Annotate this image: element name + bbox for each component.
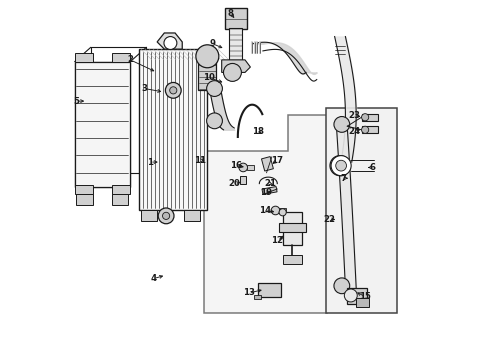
- Bar: [262, 157, 273, 171]
- Circle shape: [330, 156, 350, 176]
- Text: 9: 9: [210, 39, 216, 48]
- Bar: [240, 176, 246, 184]
- Text: 19: 19: [261, 188, 272, 197]
- Bar: [112, 53, 130, 62]
- Circle shape: [163, 212, 170, 220]
- Bar: [362, 114, 378, 121]
- Bar: [184, 211, 200, 221]
- Text: 5: 5: [74, 96, 79, 105]
- Bar: [258, 283, 281, 297]
- Polygon shape: [204, 116, 327, 313]
- Text: 13: 13: [243, 288, 255, 297]
- Circle shape: [334, 278, 350, 294]
- Text: 18: 18: [251, 127, 264, 136]
- Bar: [347, 288, 367, 304]
- Bar: [139, 49, 207, 211]
- Bar: [74, 53, 93, 62]
- Bar: [225, 8, 247, 30]
- Text: 7: 7: [341, 174, 347, 183]
- Circle shape: [164, 37, 177, 49]
- Text: 22: 22: [323, 215, 335, 224]
- Circle shape: [279, 209, 286, 216]
- Polygon shape: [221, 60, 250, 72]
- Bar: [254, 295, 261, 299]
- Circle shape: [336, 160, 346, 171]
- Polygon shape: [157, 33, 182, 49]
- Bar: [141, 211, 157, 221]
- Bar: [262, 186, 277, 194]
- Text: 2: 2: [127, 55, 133, 64]
- Circle shape: [344, 289, 357, 302]
- Text: 24: 24: [348, 127, 361, 136]
- Bar: [74, 62, 130, 187]
- Circle shape: [362, 114, 368, 121]
- Circle shape: [331, 156, 351, 176]
- Bar: [279, 223, 306, 232]
- Text: 6: 6: [369, 163, 375, 172]
- Text: 23: 23: [348, 111, 360, 120]
- Text: 15: 15: [359, 292, 371, 301]
- Bar: [198, 62, 216, 90]
- Circle shape: [362, 126, 368, 134]
- Text: 10: 10: [203, 73, 215, 82]
- Text: 12: 12: [271, 237, 283, 246]
- Bar: [229, 28, 243, 60]
- Circle shape: [223, 63, 242, 81]
- Bar: [326, 108, 397, 313]
- Text: 8: 8: [228, 9, 234, 18]
- Text: 4: 4: [150, 274, 157, 283]
- Bar: [356, 298, 368, 307]
- Bar: [74, 185, 93, 194]
- Text: 11: 11: [194, 156, 206, 165]
- Bar: [112, 185, 130, 194]
- Text: 21: 21: [264, 179, 276, 188]
- Circle shape: [207, 113, 222, 129]
- Text: 16: 16: [230, 161, 242, 170]
- Text: 17: 17: [271, 156, 283, 165]
- Circle shape: [207, 81, 222, 96]
- Bar: [76, 194, 93, 205]
- Circle shape: [271, 206, 280, 215]
- Text: 20: 20: [228, 179, 240, 188]
- Bar: [247, 165, 254, 170]
- Bar: [112, 194, 128, 205]
- Circle shape: [239, 163, 247, 172]
- Bar: [362, 126, 378, 134]
- Circle shape: [334, 117, 350, 132]
- Circle shape: [196, 45, 219, 68]
- Circle shape: [158, 208, 174, 224]
- Bar: [74, 62, 130, 187]
- Circle shape: [166, 82, 181, 98]
- Bar: [283, 212, 302, 244]
- Text: 14: 14: [259, 206, 271, 215]
- Circle shape: [170, 87, 177, 94]
- Text: 1: 1: [147, 158, 153, 167]
- Text: 3: 3: [142, 84, 147, 93]
- Bar: [283, 255, 302, 264]
- Bar: [272, 208, 286, 213]
